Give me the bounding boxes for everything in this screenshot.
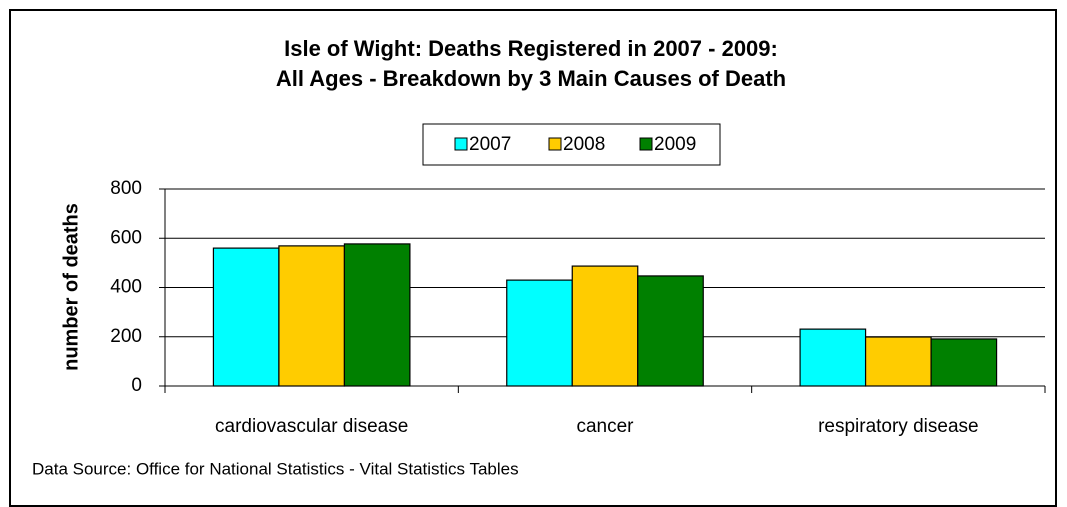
source-note: Data Source: Office for National Statist… [32, 459, 519, 478]
x-tick-label: respiratory disease [818, 416, 979, 437]
bar [930, 338, 998, 387]
bar [637, 275, 704, 387]
chart-title: Isle of Wight: Deaths Registered in 2007… [284, 36, 778, 61]
y-tick-label: 200 [110, 326, 142, 347]
chart-title: All Ages - Breakdown by 3 Main Causes of… [276, 66, 786, 91]
y-axis-label: number of deaths [60, 203, 82, 371]
y-tick-label: 400 [110, 277, 142, 298]
x-tick-label: cancer [576, 416, 634, 437]
y-tick-label: 600 [110, 227, 142, 248]
legend-label: 2007 [469, 134, 511, 155]
bar [278, 245, 346, 387]
bar [571, 265, 639, 387]
legend-swatch [639, 137, 653, 151]
legend-label: 2009 [654, 134, 696, 155]
y-tick-label: 800 [110, 178, 142, 199]
legend-swatch [454, 137, 468, 151]
bar [212, 247, 280, 387]
x-tick-label: cardiovascular disease [215, 416, 408, 437]
legend-label: 2008 [563, 134, 605, 155]
bar [864, 336, 932, 387]
bar [506, 279, 573, 387]
legend-box [422, 123, 721, 166]
chart-frame [9, 9, 1057, 507]
bar [799, 328, 867, 387]
y-tick-label: 0 [131, 375, 142, 396]
bar [343, 243, 411, 387]
legend-swatch [548, 137, 562, 151]
